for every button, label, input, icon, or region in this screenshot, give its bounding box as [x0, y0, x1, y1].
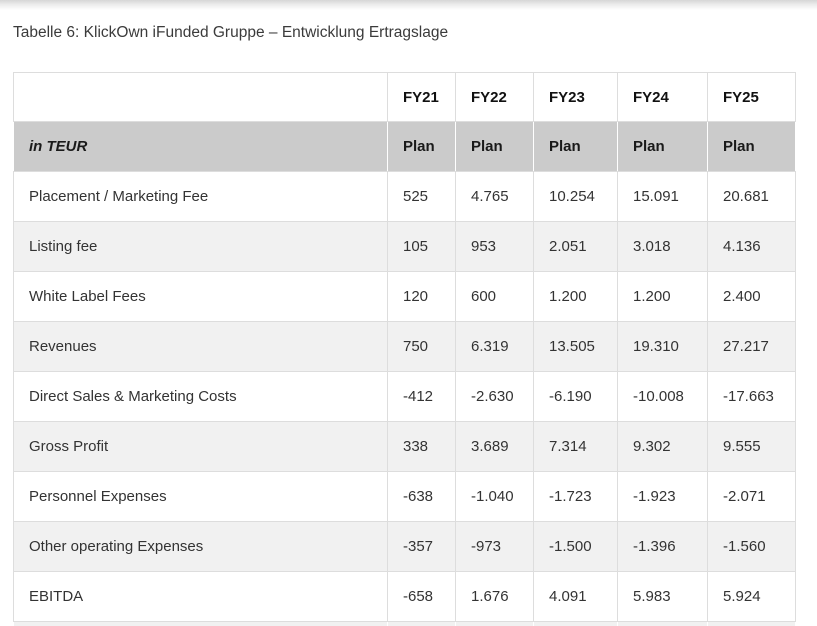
value-cell: 3.689	[455, 421, 534, 472]
value-cell: 525	[387, 171, 456, 222]
value-cell: -1.560	[707, 521, 796, 572]
value-cell: 1.200	[533, 271, 618, 322]
table-row: Direct Sales & Marketing Costs -412 -2.6…	[13, 371, 796, 422]
year-header: FY21	[387, 72, 456, 122]
value-cell: 4.136	[707, 221, 796, 272]
value-cell: 4.091	[533, 571, 618, 622]
value-cell: 10.254	[533, 171, 618, 222]
value-cell: -6.190	[533, 371, 618, 422]
value-cell: 27.217	[707, 321, 796, 372]
year-header: FY23	[533, 72, 618, 122]
table-row: Gross Profit 338 3.689 7.314 9.302 9.555	[13, 421, 796, 472]
value-cell: -1.500	[533, 521, 618, 572]
row-label: Gross Profit	[13, 421, 388, 472]
value-cell: 6.319	[455, 321, 534, 372]
value-cell: 3.018	[617, 221, 708, 272]
value-cell: 20.681	[707, 171, 796, 222]
plan-header: Plan	[707, 121, 796, 172]
value-cell: 7.314	[533, 421, 618, 472]
row-label: Personnel Expenses	[13, 471, 388, 522]
table-row: Listing fee 105 953 2.051 3.018 4.136	[13, 221, 796, 272]
value-cell: 9.302	[617, 421, 708, 472]
cut-off-cell	[387, 621, 456, 626]
year-header: FY24	[617, 72, 708, 122]
value-cell: 2.051	[533, 221, 618, 272]
value-cell: -1.396	[617, 521, 708, 572]
financial-table: FY21 FY22 FY23 FY24 FY25 in TEUR Plan Pl…	[13, 72, 796, 626]
value-cell: -17.663	[707, 371, 796, 422]
plan-header: Plan	[387, 121, 456, 172]
value-cell: -357	[387, 521, 456, 572]
value-cell: 338	[387, 421, 456, 472]
value-cell: 1.200	[617, 271, 708, 322]
row-label: Listing fee	[13, 221, 388, 272]
value-cell: 1.676	[455, 571, 534, 622]
value-cell: 953	[455, 221, 534, 272]
value-cell: 750	[387, 321, 456, 372]
value-cell: -2.071	[707, 471, 796, 522]
plan-header: Plan	[617, 121, 708, 172]
value-cell: -1.923	[617, 471, 708, 522]
value-cell: 13.505	[533, 321, 618, 372]
value-cell: 600	[455, 271, 534, 322]
cut-off-cell	[707, 621, 796, 626]
page-title: Tabelle 6: KlickOwn iFunded Gruppe – Ent…	[13, 24, 449, 41]
value-cell: -973	[455, 521, 534, 572]
cut-off-cell	[533, 621, 618, 626]
value-cell: 105	[387, 221, 456, 272]
table-row: EBITDA -658 1.676 4.091 5.983 5.924	[13, 571, 796, 622]
value-cell: -638	[387, 471, 456, 522]
year-header: FY22	[455, 72, 534, 122]
value-cell: 2.400	[707, 271, 796, 322]
row-label: Placement / Marketing Fee	[13, 171, 388, 222]
value-cell: -1.040	[455, 471, 534, 522]
value-cell: 19.310	[617, 321, 708, 372]
value-cell: 9.555	[707, 421, 796, 472]
year-header: FY25	[707, 72, 796, 122]
plan-header: Plan	[533, 121, 618, 172]
table-row: White Label Fees 120 600 1.200 1.200 2.4…	[13, 271, 796, 322]
table-row: Other operating Expenses -357 -973 -1.50…	[13, 521, 796, 572]
value-cell: 120	[387, 271, 456, 322]
table-row: Placement / Marketing Fee 525 4.765 10.2…	[13, 171, 796, 222]
unit-label: in TEUR	[13, 121, 388, 172]
corner-cell	[13, 72, 388, 122]
value-cell: -2.630	[455, 371, 534, 422]
row-label: White Label Fees	[13, 271, 388, 322]
value-cell: 5.924	[707, 571, 796, 622]
year-header-row: FY21 FY22 FY23 FY24 FY25	[13, 72, 796, 122]
table-row: Revenues 750 6.319 13.505 19.310 27.217	[13, 321, 796, 372]
value-cell: -1.723	[533, 471, 618, 522]
cut-off-row	[13, 621, 796, 626]
row-label: EBITDA	[13, 571, 388, 622]
plan-header: Plan	[455, 121, 534, 172]
value-cell: -412	[387, 371, 456, 422]
cut-off-cell	[13, 621, 388, 626]
top-edge-shadow	[0, 0, 817, 10]
value-cell: 5.983	[617, 571, 708, 622]
value-cell: -658	[387, 571, 456, 622]
value-cell: -10.008	[617, 371, 708, 422]
row-label: Other operating Expenses	[13, 521, 388, 572]
value-cell: 4.765	[455, 171, 534, 222]
value-cell: 15.091	[617, 171, 708, 222]
row-label: Direct Sales & Marketing Costs	[13, 371, 388, 422]
table-row: Personnel Expenses -638 -1.040 -1.723 -1…	[13, 471, 796, 522]
cut-off-cell	[455, 621, 534, 626]
plan-header-row: in TEUR Plan Plan Plan Plan Plan	[13, 121, 796, 172]
cut-off-cell	[617, 621, 708, 626]
row-label: Revenues	[13, 321, 388, 372]
